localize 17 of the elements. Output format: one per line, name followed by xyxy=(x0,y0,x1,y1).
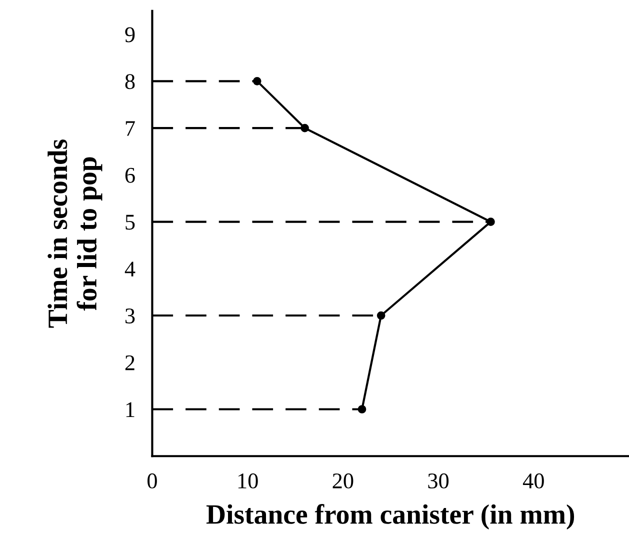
y-tick-label: 9 xyxy=(125,27,135,42)
y-tick-label: 6 xyxy=(125,168,135,183)
x-tick-label: 10 xyxy=(238,473,258,488)
y-tick-label: 3 xyxy=(126,308,135,324)
y-tick-label: 5 xyxy=(126,214,135,230)
y-tick-label: 7 xyxy=(126,121,135,136)
x-tick-label: 40 xyxy=(522,473,544,488)
y-tick-label: 1 xyxy=(126,402,134,417)
x-axis-title: Distance from canister (in mm) xyxy=(206,504,574,530)
y-tick-label: 2 xyxy=(125,355,134,370)
y-tick-label: 4 xyxy=(124,262,136,276)
point xyxy=(376,311,386,320)
y-tick-label: 8 xyxy=(125,74,135,90)
x-tick-label: 30 xyxy=(428,473,449,488)
y-axis-title: Time in seconds for lid to pop xyxy=(48,139,102,328)
x-tick-label: 20 xyxy=(332,473,354,488)
x-tick-label: 0 xyxy=(148,473,157,488)
